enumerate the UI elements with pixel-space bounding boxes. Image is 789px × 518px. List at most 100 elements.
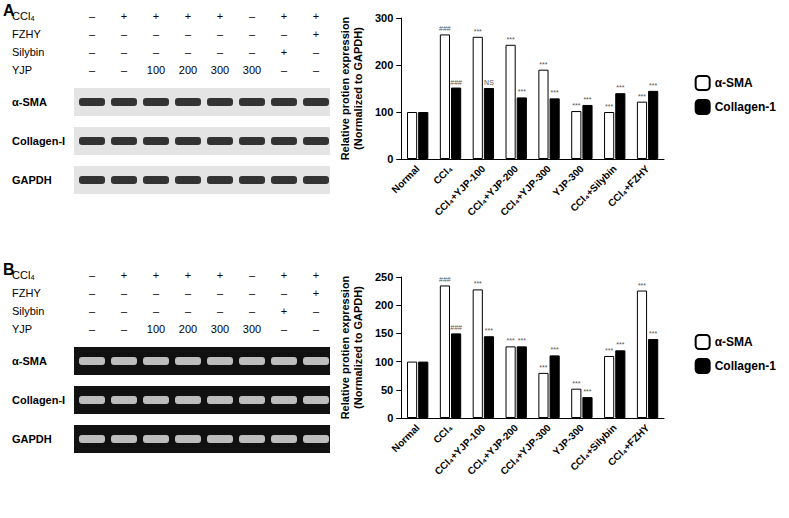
svg-text:***: *** — [583, 388, 591, 395]
svg-text:–: – — [153, 305, 160, 317]
svg-text:50: 50 — [381, 384, 393, 396]
svg-text:GAPDH: GAPDH — [12, 433, 52, 445]
svg-text:+: + — [153, 10, 159, 22]
svg-text:300: 300 — [375, 12, 393, 24]
svg-text:***: *** — [649, 82, 657, 89]
svg-text:###: ### — [439, 25, 451, 32]
svg-text:–: – — [121, 287, 128, 299]
svg-text:–: – — [281, 64, 288, 76]
svg-text:***: *** — [507, 36, 515, 43]
svg-text:–: – — [217, 287, 224, 299]
svg-text:–: – — [217, 305, 224, 317]
svg-text:–: – — [121, 28, 128, 40]
svg-text:YJP: YJP — [12, 323, 32, 335]
svg-text:–: – — [281, 323, 288, 335]
svg-text:+: + — [281, 269, 287, 281]
svg-text:–: – — [313, 46, 320, 58]
svg-text:***: *** — [474, 280, 482, 287]
svg-text:–: – — [185, 28, 192, 40]
svg-text:Relative protien expression: Relative protien expression — [339, 275, 351, 419]
svg-text:–: – — [249, 10, 256, 22]
svg-text:+: + — [217, 10, 223, 22]
svg-text:–: – — [249, 28, 256, 40]
svg-text:***: *** — [507, 337, 515, 344]
svg-text:Normal: Normal — [389, 163, 421, 195]
svg-text:+: + — [313, 269, 319, 281]
svg-text:–: – — [313, 64, 320, 76]
svg-text:0: 0 — [387, 412, 393, 424]
svg-text:150: 150 — [375, 327, 393, 339]
svg-text:300: 300 — [243, 64, 261, 76]
svg-text:–: – — [185, 305, 192, 317]
svg-text:–: – — [153, 287, 160, 299]
svg-text:300: 300 — [243, 323, 261, 335]
svg-text:CCl₄: CCl₄ — [12, 269, 35, 281]
svg-text:+: + — [153, 269, 159, 281]
svg-text:–: – — [313, 305, 320, 317]
svg-text:–: – — [89, 10, 96, 22]
svg-text:100: 100 — [147, 64, 165, 76]
svg-text:α-SMA: α-SMA — [12, 96, 47, 108]
svg-text:300: 300 — [211, 64, 229, 76]
svg-text:***: *** — [649, 330, 657, 337]
svg-text:***: *** — [572, 102, 580, 109]
svg-text:GAPDH: GAPDH — [12, 174, 52, 186]
svg-text:–: – — [121, 46, 128, 58]
svg-text:***: *** — [616, 341, 624, 348]
svg-text:Collagen-1: Collagen-1 — [715, 100, 777, 114]
svg-text:+: + — [313, 28, 319, 40]
svg-text:–: – — [89, 323, 96, 335]
svg-text:–: – — [249, 46, 256, 58]
svg-text:+: + — [185, 10, 191, 22]
svg-text:***: *** — [583, 96, 591, 103]
svg-text:FZHY: FZHY — [12, 287, 41, 299]
svg-text:250: 250 — [375, 271, 393, 283]
svg-text:***: *** — [638, 93, 646, 100]
svg-text:–: – — [249, 305, 256, 317]
svg-text:–: – — [89, 305, 96, 317]
svg-text:Collagen-I: Collagen-I — [12, 394, 65, 406]
svg-text:–: – — [89, 46, 96, 58]
svg-text:***: *** — [485, 327, 493, 334]
svg-text:+: + — [313, 287, 319, 299]
svg-text:–: – — [217, 28, 224, 40]
svg-text:–: – — [281, 287, 288, 299]
svg-text:CCl₄: CCl₄ — [431, 163, 454, 186]
svg-text:α-SMA: α-SMA — [12, 355, 47, 367]
svg-text:+: + — [185, 269, 191, 281]
svg-text:0: 0 — [387, 153, 393, 165]
svg-text:CCl₄+YJP-300: CCl₄+YJP-300 — [498, 163, 553, 218]
svg-text:Collagen-1: Collagen-1 — [715, 359, 777, 373]
svg-text:(Normalized to GAPDH): (Normalized to GAPDH) — [352, 286, 364, 409]
svg-text:+: + — [281, 305, 287, 317]
svg-text:200: 200 — [375, 299, 393, 311]
svg-text:–: – — [121, 64, 128, 76]
svg-text:Silybin: Silybin — [12, 46, 44, 58]
svg-text:YJP: YJP — [12, 64, 32, 76]
svg-text:***: *** — [638, 282, 646, 289]
svg-text:–: – — [185, 46, 192, 58]
svg-text:+: + — [217, 269, 223, 281]
svg-text:–: – — [89, 64, 96, 76]
svg-text:–: – — [89, 287, 96, 299]
svg-text:–: – — [153, 28, 160, 40]
svg-text:***: *** — [518, 88, 526, 95]
svg-text:Collagen-I: Collagen-I — [12, 135, 65, 147]
svg-text:100: 100 — [375, 106, 393, 118]
svg-text:300: 300 — [211, 323, 229, 335]
svg-text:###: ### — [450, 324, 462, 331]
svg-text:–: – — [153, 46, 160, 58]
svg-text:200: 200 — [179, 64, 197, 76]
svg-text:CCl₄+YJP-300: CCl₄+YJP-300 — [498, 422, 553, 477]
svg-text:CCl₄+FZHY: CCl₄+FZHY — [606, 422, 652, 468]
svg-text:+: + — [121, 10, 127, 22]
svg-text:***: *** — [551, 89, 559, 96]
svg-text:–: – — [249, 287, 256, 299]
svg-text:α-SMA: α-SMA — [715, 76, 753, 90]
svg-text:CCl₄: CCl₄ — [431, 422, 454, 445]
svg-text:FZHY: FZHY — [12, 28, 41, 40]
svg-text:Silybin: Silybin — [12, 305, 44, 317]
svg-text:***: *** — [518, 337, 526, 344]
svg-text:###: ### — [439, 276, 451, 283]
svg-text:–: – — [249, 269, 256, 281]
